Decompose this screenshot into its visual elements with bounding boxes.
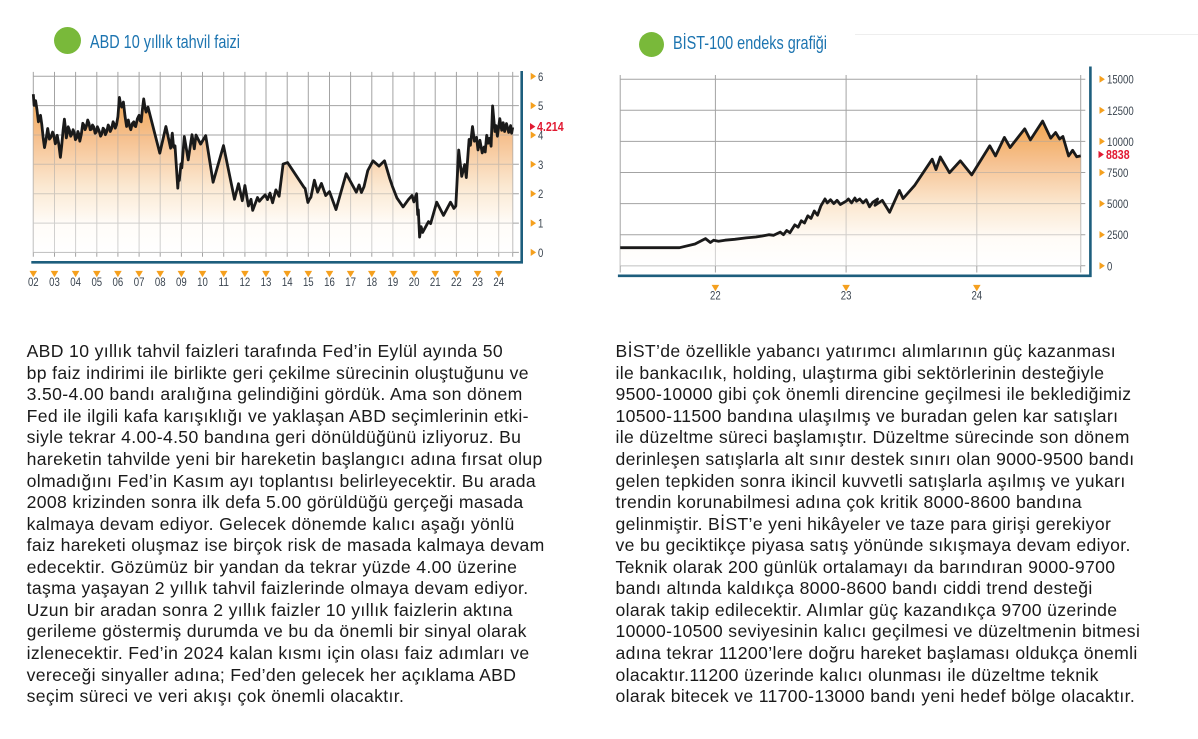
svg-text:02: 02	[28, 275, 39, 289]
svg-text:0: 0	[1107, 259, 1112, 273]
svg-text:08: 08	[155, 275, 166, 289]
svg-text:16: 16	[324, 275, 335, 289]
svg-text:3: 3	[538, 158, 543, 172]
svg-text:20: 20	[409, 275, 420, 289]
svg-text:03: 03	[49, 275, 60, 289]
svg-text:15000: 15000	[1107, 73, 1134, 87]
svg-text:8838: 8838	[1106, 148, 1130, 162]
svg-text:05: 05	[91, 275, 102, 289]
svg-text:07: 07	[134, 275, 145, 289]
svg-text:1: 1	[538, 217, 543, 231]
svg-text:22: 22	[451, 275, 462, 289]
svg-text:04: 04	[70, 275, 81, 289]
svg-text:4.214: 4.214	[537, 120, 564, 134]
svg-text:09: 09	[176, 275, 187, 289]
svg-text:24: 24	[971, 289, 982, 303]
svg-text:10000: 10000	[1107, 135, 1134, 149]
svg-text:13: 13	[261, 275, 272, 289]
svg-text:11: 11	[218, 275, 229, 289]
svg-text:19: 19	[388, 275, 399, 289]
svg-text:6: 6	[538, 70, 543, 84]
svg-text:7500: 7500	[1107, 166, 1128, 180]
svg-text:23: 23	[841, 289, 852, 303]
svg-text:21: 21	[430, 275, 441, 289]
svg-text:17: 17	[345, 275, 356, 289]
svg-text:14: 14	[282, 275, 293, 289]
svg-text:12: 12	[240, 275, 251, 289]
svg-text:22: 22	[710, 289, 721, 303]
svg-text:18: 18	[366, 275, 377, 289]
svg-text:5: 5	[538, 99, 543, 113]
svg-text:10: 10	[197, 275, 208, 289]
svg-text:4: 4	[538, 129, 543, 143]
svg-text:2500: 2500	[1107, 228, 1128, 242]
svg-text:5000: 5000	[1107, 197, 1128, 211]
svg-text:24: 24	[493, 275, 504, 289]
svg-text:15: 15	[303, 275, 314, 289]
svg-text:12500: 12500	[1107, 104, 1134, 118]
svg-text:06: 06	[113, 275, 124, 289]
svg-text:0: 0	[538, 246, 543, 260]
svg-text:23: 23	[472, 275, 483, 289]
svg-text:2: 2	[538, 187, 543, 201]
